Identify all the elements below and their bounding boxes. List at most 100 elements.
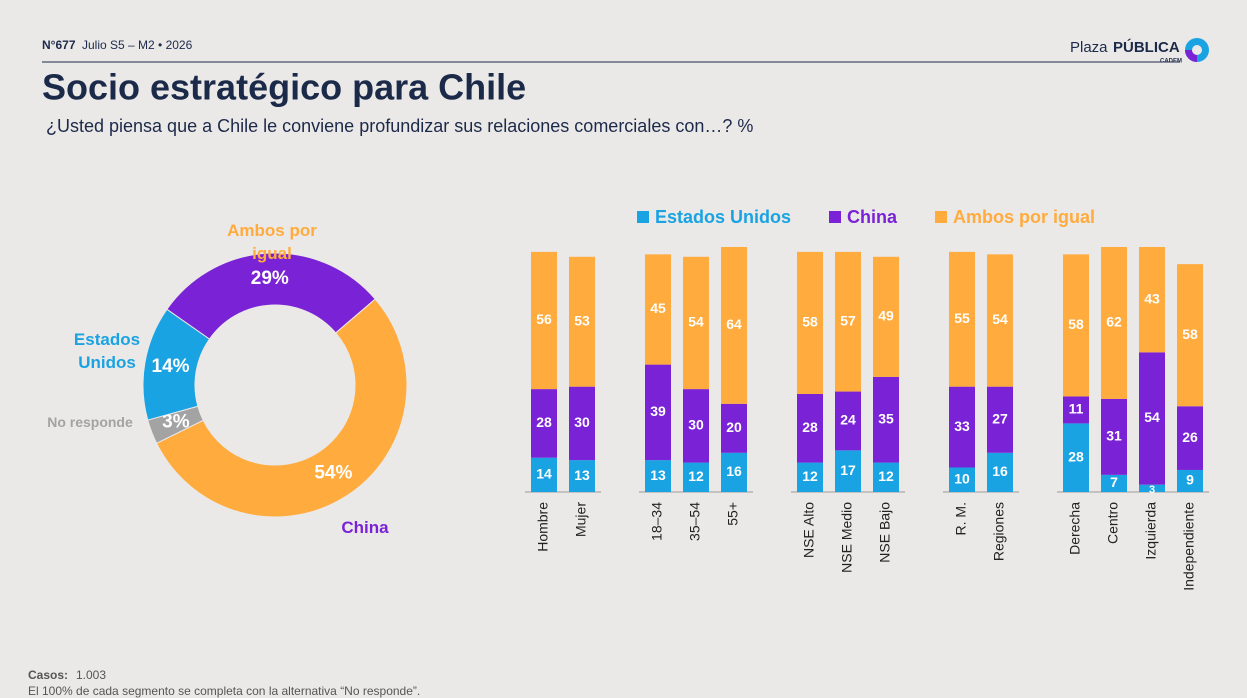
bar-segment xyxy=(797,462,823,492)
bar-segment xyxy=(1177,469,1203,492)
slice-category-label: Ambos por igual xyxy=(227,221,317,263)
bar-value-label: 17 xyxy=(840,462,856,478)
bar-segment xyxy=(645,254,671,365)
x-tick-label: 35–54 xyxy=(687,502,703,541)
donut-slice xyxy=(155,298,408,518)
bar-value-label: 54 xyxy=(688,314,704,330)
bar-value-label: 45 xyxy=(650,300,666,316)
slice-category-label: No responde xyxy=(47,414,133,430)
brand-bold: PÚBLICA xyxy=(1113,38,1180,56)
bar-segment xyxy=(569,256,595,387)
bar-value-label: 28 xyxy=(536,414,552,430)
bar-segment xyxy=(949,386,975,468)
bar-value-label: 55 xyxy=(954,310,970,326)
bar-segment xyxy=(645,364,671,461)
footnote: El 100% de cada segmento se completa con… xyxy=(28,684,420,698)
x-tick-label: 55+ xyxy=(725,502,741,526)
bar-value-label: 58 xyxy=(802,314,818,330)
bar-value-label: 13 xyxy=(650,467,666,483)
x-tick-label: Izquierda xyxy=(1143,502,1159,560)
bar-value-label: 28 xyxy=(802,419,818,435)
bar-segment xyxy=(873,376,899,463)
slice-value-label: 29% xyxy=(251,268,289,289)
bar-value-label: 16 xyxy=(992,463,1008,479)
bar-segment xyxy=(797,251,823,394)
bar-value-label: 10 xyxy=(954,470,970,486)
x-tick-label: Regiones xyxy=(991,502,1007,561)
bar-value-label: 20 xyxy=(726,419,742,435)
bar-segment xyxy=(835,391,861,451)
bar-value-label: 13 xyxy=(574,467,590,483)
bar-value-label: 24 xyxy=(840,412,856,428)
bar-segment xyxy=(683,462,709,492)
legend-label: Ambos por igual xyxy=(953,207,1095,227)
bar-value-label: 12 xyxy=(688,468,704,484)
bar-value-label: 57 xyxy=(840,312,856,328)
bar-segment xyxy=(873,256,899,377)
bar-segment xyxy=(1177,264,1203,407)
bar-segment xyxy=(949,467,975,492)
bar-value-label: 62 xyxy=(1106,314,1122,330)
bar-value-label: 35 xyxy=(878,410,894,426)
slice-value-label: 3% xyxy=(162,412,190,433)
brand: Plaza xyxy=(1070,39,1108,56)
bar-segment xyxy=(569,460,595,492)
slice-value-label: 14% xyxy=(152,356,190,377)
legend-swatch xyxy=(829,211,841,223)
bar-segment xyxy=(987,452,1013,492)
bar-segment xyxy=(1177,406,1203,470)
bar-value-label: 11 xyxy=(1069,401,1084,417)
legend-swatch xyxy=(935,211,947,223)
donut-slice xyxy=(166,252,376,340)
bar-value-label: 53 xyxy=(574,312,590,328)
bar-value-label: 26 xyxy=(1182,429,1198,445)
bar-value-label: 28 xyxy=(1068,448,1084,464)
bar-value-label: 39 xyxy=(650,403,666,419)
x-tick-label: Centro xyxy=(1105,502,1121,544)
x-tick-label: NSE Medio xyxy=(839,502,855,573)
x-tick-label: R. M. xyxy=(953,502,969,535)
bar-value-label: 16 xyxy=(726,463,742,479)
bar-segment xyxy=(987,254,1013,387)
bar-segment xyxy=(531,457,557,492)
bar-value-label: 31 xyxy=(1106,428,1122,444)
bar-segment xyxy=(569,386,595,461)
bar-segment xyxy=(645,460,671,492)
bar-segment xyxy=(949,251,975,387)
bar-value-label: 27 xyxy=(992,410,1008,426)
bar-value-label: 33 xyxy=(954,418,970,434)
bar-value-label: 12 xyxy=(878,468,894,484)
bar-segment xyxy=(1139,484,1165,492)
x-tick-label: Derecha xyxy=(1067,502,1083,555)
x-tick-label: Independiente xyxy=(1181,502,1197,591)
bar-segment xyxy=(1063,396,1089,424)
x-tick-label: Hombre xyxy=(535,502,551,552)
slice-category-label: China xyxy=(341,518,389,537)
bar-value-label: 49 xyxy=(878,308,894,324)
bar-value-label: 12 xyxy=(802,468,818,484)
bar-segment xyxy=(1139,247,1165,353)
bar-segment xyxy=(873,462,899,492)
slice-value-label: 54% xyxy=(314,463,352,484)
subtitle: ¿Usted piensa que a Chile le conviene pr… xyxy=(46,116,753,136)
slice-category-label: Estados Unidos xyxy=(73,330,141,372)
legend-swatch xyxy=(637,211,649,223)
x-tick-label: NSE Bajo xyxy=(877,502,893,563)
bar-segment xyxy=(1101,247,1127,399)
bar-segment xyxy=(721,247,747,404)
bar-segment xyxy=(1063,254,1089,397)
bar-segment xyxy=(683,256,709,390)
cases-label: Casos: xyxy=(28,668,68,682)
cases: 1.003 xyxy=(76,668,106,682)
legend-label: China xyxy=(847,207,898,227)
edition: Julio S5 – M2 • 2026 xyxy=(82,38,193,52)
bar-segment xyxy=(721,452,747,492)
bar-value-label: 58 xyxy=(1182,326,1198,342)
bar-value-label: 54 xyxy=(1144,409,1160,425)
legend-label: Estados Unidos xyxy=(655,207,791,227)
bar-segment xyxy=(683,389,709,463)
bar-segment xyxy=(531,389,557,458)
bar-segment xyxy=(1063,423,1089,492)
donut-slice xyxy=(142,308,211,421)
